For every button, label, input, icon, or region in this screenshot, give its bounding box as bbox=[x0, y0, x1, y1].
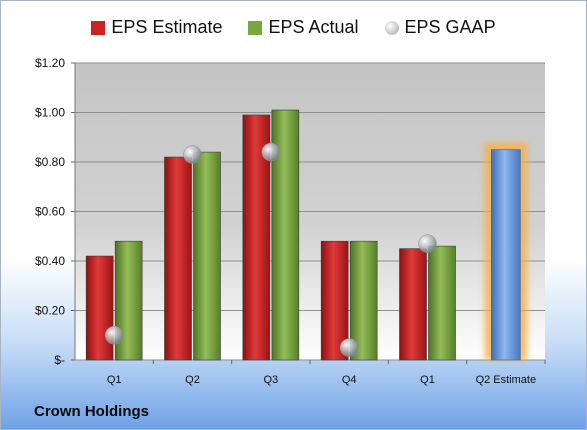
marker-eps-gaap bbox=[183, 145, 202, 164]
bar-eps-estimate bbox=[399, 248, 427, 361]
legend-label-eps-actual: EPS Actual bbox=[268, 17, 359, 37]
marker-eps-gaap bbox=[418, 234, 437, 253]
y-tick-label: $0.60 bbox=[35, 205, 65, 219]
x-tick-label: Q1 bbox=[107, 374, 122, 386]
bar-eps-estimate bbox=[164, 156, 192, 361]
y-tick-label: $1.00 bbox=[35, 106, 65, 120]
legend-swatch-eps-estimate bbox=[91, 20, 106, 35]
legend-label-eps-estimate: EPS Estimate bbox=[111, 17, 223, 37]
legend-item-eps-estimate: EPS Estimate bbox=[91, 17, 222, 38]
y-tick-label: $0.20 bbox=[35, 304, 65, 318]
y-tick-label: $- bbox=[54, 353, 65, 367]
marker-eps-gaap bbox=[261, 142, 281, 162]
y-tick-label: $1.20 bbox=[35, 56, 65, 70]
x-tick-label: Q4 bbox=[342, 374, 357, 386]
marker-eps-gaap bbox=[104, 326, 124, 345]
x-tick-label: Q2 bbox=[185, 374, 200, 386]
bar-eps-actual bbox=[428, 245, 456, 361]
x-tick-label: Q1 bbox=[420, 374, 435, 386]
legend-swatch-eps-gaap bbox=[384, 20, 399, 35]
legend-item-eps-gaap: EPS GAAP bbox=[384, 17, 496, 38]
legend: EPS Estimate EPS Actual EPS GAAP bbox=[1, 17, 586, 38]
legend-item-eps-actual: EPS Actual bbox=[248, 17, 359, 38]
x-tick-label: Q2 Estimate bbox=[476, 374, 537, 386]
marker-eps-gaap bbox=[339, 338, 359, 357]
y-tick-label: $0.80 bbox=[35, 155, 65, 169]
y-tick-label: $0.40 bbox=[35, 254, 65, 268]
bar-q2-estimate bbox=[491, 149, 521, 361]
legend-swatch-eps-actual bbox=[248, 20, 263, 35]
company-name: Crown Holdings bbox=[34, 403, 149, 420]
legend-label-eps-gaap: EPS GAAP bbox=[404, 17, 496, 37]
bar-eps-actual bbox=[193, 151, 221, 361]
bar-eps-estimate bbox=[85, 255, 114, 361]
x-tick-label: Q3 bbox=[263, 374, 278, 386]
